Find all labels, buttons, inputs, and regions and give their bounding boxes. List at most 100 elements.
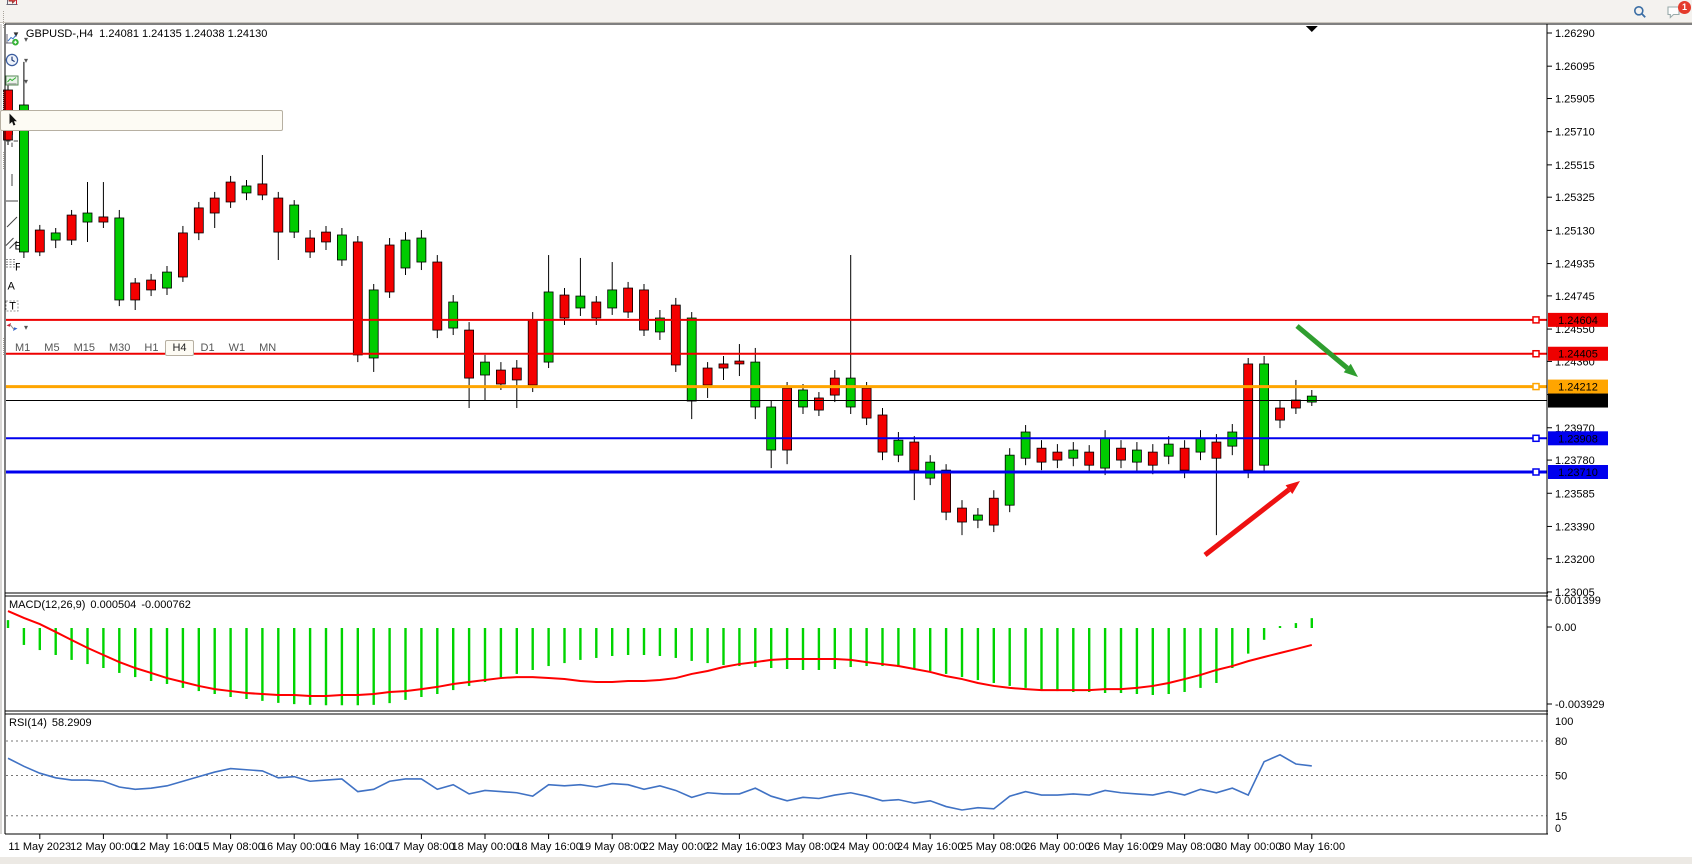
timeframe-button-d1[interactable]: D1 <box>200 341 215 354</box>
price-tick-label: 1.25130 <box>1555 225 1595 237</box>
time-tick-label: 11 May 2023 <box>8 841 71 853</box>
rsi-line <box>7 753 1312 811</box>
time-tick-label: 29 May 08:00 <box>1151 841 1218 853</box>
price-tick-label: 1.24745 <box>1555 291 1595 303</box>
candle-body <box>734 360 745 365</box>
text-label-button[interactable]: T <box>0 296 283 317</box>
templates-button[interactable]: ▾ <box>0 71 283 92</box>
price-marker-label: 1.23908 <box>1558 433 1598 445</box>
timeframe-button-m5[interactable]: M5 <box>44 341 60 354</box>
candle-body <box>877 414 888 453</box>
toolbar-right: 1 <box>1628 0 1691 23</box>
timeframe-button-m15[interactable]: M15 <box>73 341 95 354</box>
chart-ohlc-values: 1.24081 1.24135 1.24038 1.24130 <box>99 28 268 40</box>
candle-body <box>400 239 411 269</box>
indicators-icon <box>6 34 19 46</box>
candle-body <box>957 507 967 523</box>
level-line-handle[interactable] <box>1532 468 1540 476</box>
time-tick-label: 26 May 00:00 <box>1024 841 1091 853</box>
price-tick-label: 1.25515 <box>1555 160 1595 172</box>
arrows-button[interactable]: ▾ <box>0 317 283 338</box>
cursor-icon <box>9 113 17 126</box>
indicators-button[interactable]: ▾ <box>0 29 283 50</box>
trendline-button[interactable] <box>0 212 283 233</box>
candle-body <box>782 387 792 451</box>
vertical-line-button[interactable] <box>0 170 283 191</box>
level-line-handle[interactable] <box>1532 382 1540 391</box>
svg-text:F: F <box>15 262 20 273</box>
candle-body <box>336 234 347 261</box>
annotation-arrow-shaft[interactable] <box>1295 324 1349 370</box>
rsi-axis-label: 50 <box>1555 771 1567 783</box>
collapse-one-click-icon[interactable]: ▼ <box>12 29 20 39</box>
candle-body <box>861 387 872 419</box>
candle-body <box>480 361 490 376</box>
notifications-icon[interactable]: 1 <box>1662 1 1691 22</box>
price-marker-box <box>1548 464 1608 479</box>
equidistant-channel-icon: E <box>5 237 21 252</box>
annotation-arrow-shaft[interactable] <box>1203 487 1291 557</box>
fibonacci-button[interactable]: F <box>0 254 283 275</box>
time-tick-label: 17 May 08:00 <box>388 841 455 853</box>
macd-signal-value: -0.000762 <box>141 599 191 611</box>
crosshair-button[interactable] <box>0 131 283 152</box>
text-button[interactable]: A <box>0 275 283 296</box>
candle-body <box>289 204 300 233</box>
trendline-icon <box>6 216 18 228</box>
cursor-button[interactable] <box>0 109 284 131</box>
toolbar-separator <box>3 91 4 109</box>
text-label-icon: T <box>5 300 19 313</box>
annotation-arrow-head[interactable] <box>1285 481 1300 494</box>
level-line-handle[interactable] <box>1532 349 1540 358</box>
level-line-handle[interactable] <box>1532 316 1540 324</box>
timeframe-button-mn[interactable]: MN <box>259 341 277 354</box>
dropdown-caret-icon: ▾ <box>24 34 29 44</box>
toolbar-separator <box>3 337 4 355</box>
candle-body <box>1020 431 1031 459</box>
price-tick-label: 1.24550 <box>1555 324 1595 336</box>
candle-body <box>177 232 188 278</box>
time-tick-label: 15 May 08:00 <box>197 841 264 853</box>
candle-body <box>988 497 999 526</box>
timeframe-button-m1[interactable]: M1 <box>15 341 31 354</box>
candle-body <box>527 319 538 386</box>
candle-body <box>162 271 172 289</box>
equidistant-channel-button[interactable]: E <box>0 233 283 254</box>
timeframe-button-h1[interactable]: H1 <box>144 341 159 354</box>
candle-body <box>655 317 665 333</box>
periods-button[interactable]: ▾ <box>0 50 283 71</box>
candle-body <box>82 212 93 223</box>
vertical-line-icon <box>11 174 13 186</box>
candle-body <box>1179 447 1190 471</box>
price-tick-label: 1.25325 <box>1555 192 1595 204</box>
price-tick-label: 1.26095 <box>1555 61 1595 73</box>
price-marker-box <box>1548 431 1608 446</box>
svg-text:E: E <box>15 241 21 252</box>
annotation-arrow-head[interactable] <box>1343 363 1358 377</box>
price-tick-label: 1.23390 <box>1555 521 1595 533</box>
candle-body <box>607 289 618 309</box>
text-icon: A <box>8 281 16 293</box>
time-tick-label: 18 May 00:00 <box>452 841 519 853</box>
timeframe-button-w1[interactable]: W1 <box>228 341 246 354</box>
price-tick-label: 1.25710 <box>1555 127 1595 139</box>
candle-body <box>639 289 649 331</box>
timeframe-button-h4[interactable]: H4 <box>165 339 194 356</box>
candle-body <box>591 301 602 319</box>
chart-shift-button[interactable] <box>0 0 283 11</box>
macd-axis-label: 0.001399 <box>1555 595 1601 607</box>
candle-body <box>559 294 570 319</box>
candle-body <box>1259 363 1269 466</box>
timeframe-button-m30[interactable]: M30 <box>108 341 131 354</box>
time-axis[interactable] <box>0 835 1692 856</box>
level-line-handle[interactable] <box>1532 434 1540 443</box>
price-marker-label: 1.24130 <box>1558 396 1598 408</box>
time-tick-label: 19 May 08:00 <box>579 841 646 853</box>
candle-body <box>18 104 29 253</box>
search-icon[interactable] <box>1628 1 1652 22</box>
chart-shift-icon <box>6 0 18 5</box>
search-icon <box>1634 5 1646 18</box>
horizontal-line-button[interactable] <box>0 191 283 212</box>
